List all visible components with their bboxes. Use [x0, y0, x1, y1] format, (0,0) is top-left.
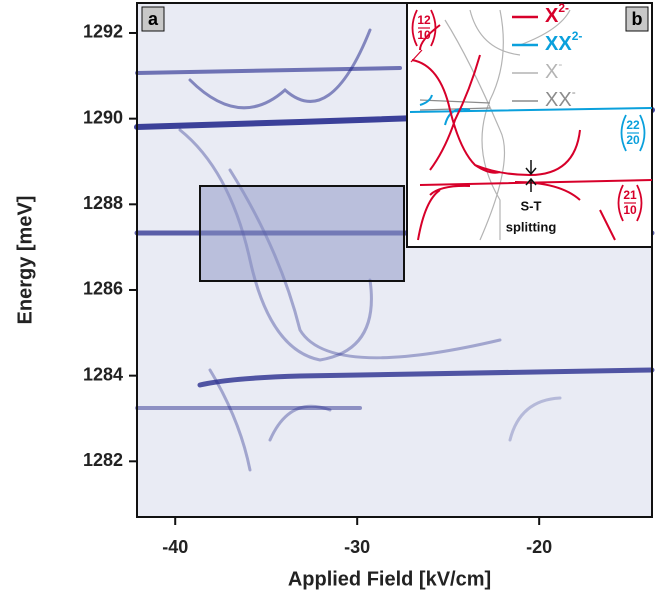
- y-tick-label: 1292: [83, 22, 123, 42]
- spectral-line: [188, 28, 372, 110]
- annotation: S-T: [521, 198, 542, 213]
- inset-curves: [409, 9, 653, 241]
- panel-label: a: [148, 9, 159, 29]
- spectral-line: [178, 128, 373, 362]
- y-tick-label: 1284: [83, 364, 123, 384]
- legend-name: X: [545, 61, 558, 83]
- legend-superscript: 2-: [572, 29, 583, 43]
- x-tick-label: -40: [162, 537, 188, 557]
- annotation: splitting: [506, 219, 557, 234]
- x-tick-label: -20: [526, 537, 552, 557]
- legend-name: XX: [545, 33, 572, 55]
- chart-elements: -40 -30 -20128212841286128812901292Applied…: [14, 1, 646, 590]
- panel-label: b: [632, 9, 643, 29]
- paren: [617, 184, 643, 222]
- y-tick-label: 1282: [83, 450, 123, 470]
- inset-curve: [411, 24, 653, 241]
- spectral-line: [268, 404, 332, 442]
- x-axis-title: Applied Field [kV/cm]: [288, 568, 491, 590]
- state-bottom: 10: [417, 28, 431, 42]
- y-axis-title: Energy [meV]: [14, 196, 36, 325]
- spectral-line: [208, 368, 252, 472]
- pointer: [410, 49, 423, 63]
- panel-label-box: [625, 6, 649, 32]
- zoom-box: [199, 185, 405, 282]
- legend-entry: X-: [545, 57, 562, 83]
- y-tick-label: 1288: [83, 193, 123, 213]
- arrow-head: [525, 177, 537, 186]
- legend-entry: XX-: [545, 85, 576, 111]
- state-top: 21: [623, 188, 637, 202]
- legend-name: X: [545, 5, 559, 27]
- inset-frame: [406, 2, 653, 248]
- y-tick-label: 1286: [83, 279, 123, 299]
- legend-entry: X2-: [545, 1, 569, 27]
- state-bottom: 10: [623, 203, 637, 217]
- state-top: 12: [417, 13, 431, 27]
- legend-superscript: -: [572, 85, 576, 99]
- x-tick-label: -30: [344, 537, 370, 557]
- arrow-head: [525, 167, 537, 176]
- state-bottom: 20: [626, 133, 640, 147]
- spectral-line: [197, 367, 655, 388]
- paren: [411, 9, 437, 47]
- inset-curve: [444, 9, 521, 241]
- y-tick-label: 1290: [83, 107, 123, 127]
- legend-superscript: 2-: [558, 1, 569, 15]
- spectral-line: [135, 66, 402, 75]
- inset-curve: [519, 9, 571, 46]
- legend-superscript: -: [558, 57, 562, 71]
- state-top: 22: [626, 118, 640, 132]
- legend-entry: XX2-: [545, 29, 582, 55]
- paren: [620, 114, 646, 152]
- inset: b: [406, 2, 653, 248]
- legend-name: XX: [545, 89, 572, 111]
- panel-label-box: [141, 6, 165, 32]
- plot-frame: [136, 2, 653, 518]
- spectral-line: [508, 396, 562, 442]
- inset-curve: [419, 99, 491, 111]
